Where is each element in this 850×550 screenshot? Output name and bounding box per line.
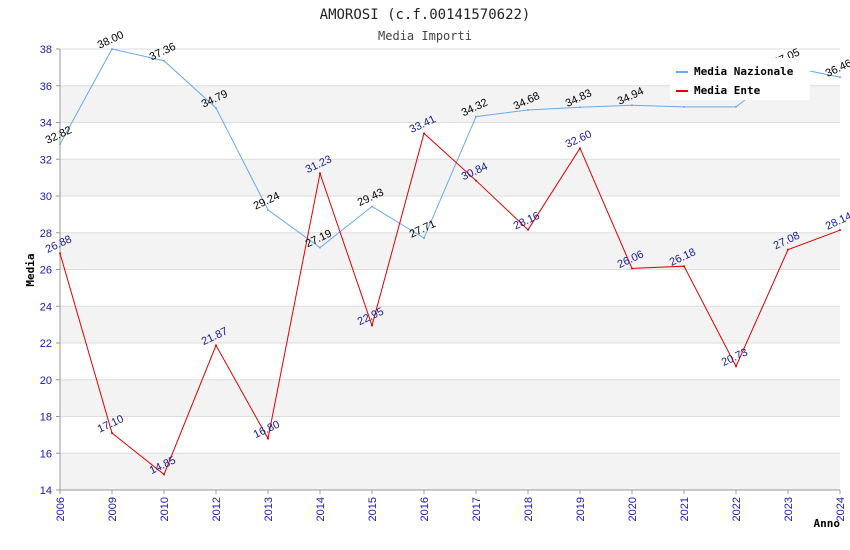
y-tick-label: 24	[40, 301, 52, 313]
grid-band	[60, 306, 840, 343]
data-point-media-nazionale	[579, 106, 581, 109]
chart-title: AMOROSI (c.f.00141570622)	[320, 7, 531, 23]
data-point-media-ente	[579, 147, 581, 150]
data-label-media-ente: 16.80	[252, 419, 282, 442]
data-point-media-nazionale	[319, 246, 321, 249]
x-tick-label: 2014	[315, 497, 327, 521]
x-tick-label: 2019	[575, 497, 587, 521]
x-tick-label: 2023	[783, 497, 795, 521]
y-tick-label: 18	[40, 412, 52, 424]
x-tick-label: 2015	[367, 497, 379, 521]
y-axis-label: Media	[24, 253, 37, 286]
chart-subtitle: Media Importi	[378, 29, 472, 43]
data-point-media-nazionale	[111, 48, 113, 50]
data-point-media-ente	[475, 179, 477, 182]
y-tick-label: 34	[40, 118, 52, 130]
data-point-media-nazionale	[683, 105, 685, 108]
data-point-media-nazionale	[735, 105, 737, 108]
data-point-media-nazionale	[631, 104, 633, 107]
data-point-media-ente	[267, 437, 269, 440]
data-point-media-ente	[319, 172, 321, 175]
data-label-media-ente: 28.14	[824, 210, 850, 233]
x-tick-label: 2012	[211, 497, 223, 521]
y-tick-label: 20	[40, 375, 52, 387]
data-point-media-nazionale	[215, 106, 217, 109]
y-tick-label: 26	[40, 265, 52, 277]
legend-label-media-nazionale: Media Nazionale	[694, 65, 794, 78]
y-tick-label: 28	[40, 228, 52, 240]
grid-band	[60, 379, 840, 417]
data-point-media-ente	[163, 473, 165, 476]
x-tick-label: 2017	[471, 497, 483, 521]
x-axis-ticks: 2006 2009 2010 2012 2013 2014 2015 2016 2017 2018…	[55, 490, 847, 521]
grid-bands	[60, 85, 840, 490]
y-tick-label: 14	[40, 485, 52, 497]
data-point-media-ente	[683, 265, 685, 268]
data-point-media-nazionale	[267, 208, 269, 211]
y-tick-label: 38	[40, 44, 52, 56]
x-tick-label: 2009	[107, 497, 119, 521]
grid-band	[60, 232, 840, 270]
x-tick-label: 2016	[419, 497, 431, 521]
series-lines	[59, 48, 841, 476]
data-label-media-ente: 32.60	[564, 128, 594, 151]
data-label-media-ente: 20.73	[720, 346, 750, 369]
data-point-media-ente	[631, 267, 633, 270]
y-tick-label: 36	[40, 81, 52, 93]
data-point-media-nazionale	[839, 76, 841, 79]
y-tick-label: 32	[40, 154, 52, 166]
data-point-media-ente	[59, 252, 61, 255]
legend-label-media-ente: Media Ente	[694, 84, 761, 97]
data-point-media-nazionale	[423, 237, 425, 240]
y-tick-label: 30	[40, 191, 52, 203]
data-label-media-nazionale: 37.36	[148, 41, 178, 64]
series-line-media-nazionale	[59, 48, 841, 249]
grid-band	[60, 453, 840, 490]
data-point-media-nazionale	[475, 115, 477, 118]
x-tick-label: 2010	[159, 497, 171, 521]
data-point-media-ente	[215, 344, 217, 347]
legend: Media Nazionale Media Ente	[670, 58, 810, 100]
data-point-media-nazionale	[59, 143, 61, 146]
x-tick-label: 2024	[835, 497, 847, 521]
data-point-media-nazionale	[371, 205, 373, 208]
legend-box	[670, 58, 810, 100]
x-tick-label: 2013	[263, 497, 275, 521]
x-tick-label: 2006	[55, 497, 67, 521]
data-point-media-nazionale	[163, 59, 165, 62]
data-point-media-ente	[527, 228, 529, 231]
data-label-media-nazionale: 38.00	[96, 29, 126, 52]
data-point-media-ente	[787, 248, 789, 251]
x-tick-label: 2018	[523, 497, 535, 521]
data-point-media-ente	[839, 229, 841, 232]
x-tick-label: 2022	[731, 497, 743, 521]
y-tick-label: 16	[40, 448, 52, 460]
x-tick-label: 2021	[679, 497, 691, 521]
y-tick-label: 22	[40, 338, 52, 350]
data-point-media-ente	[423, 132, 425, 135]
data-point-media-ente	[735, 365, 737, 368]
x-axis-label: Anno	[814, 517, 841, 530]
series-line-media-ente	[59, 132, 841, 476]
x-tick-label: 2020	[627, 497, 639, 521]
y-axis-ticks: 14 16 18 20 22 24 26 28 30 32 34 36 38	[40, 44, 60, 497]
data-point-media-ente	[371, 324, 373, 327]
grid-lines	[60, 48, 840, 491]
data-point-media-nazionale	[527, 109, 529, 112]
data-point-media-ente	[111, 432, 113, 435]
